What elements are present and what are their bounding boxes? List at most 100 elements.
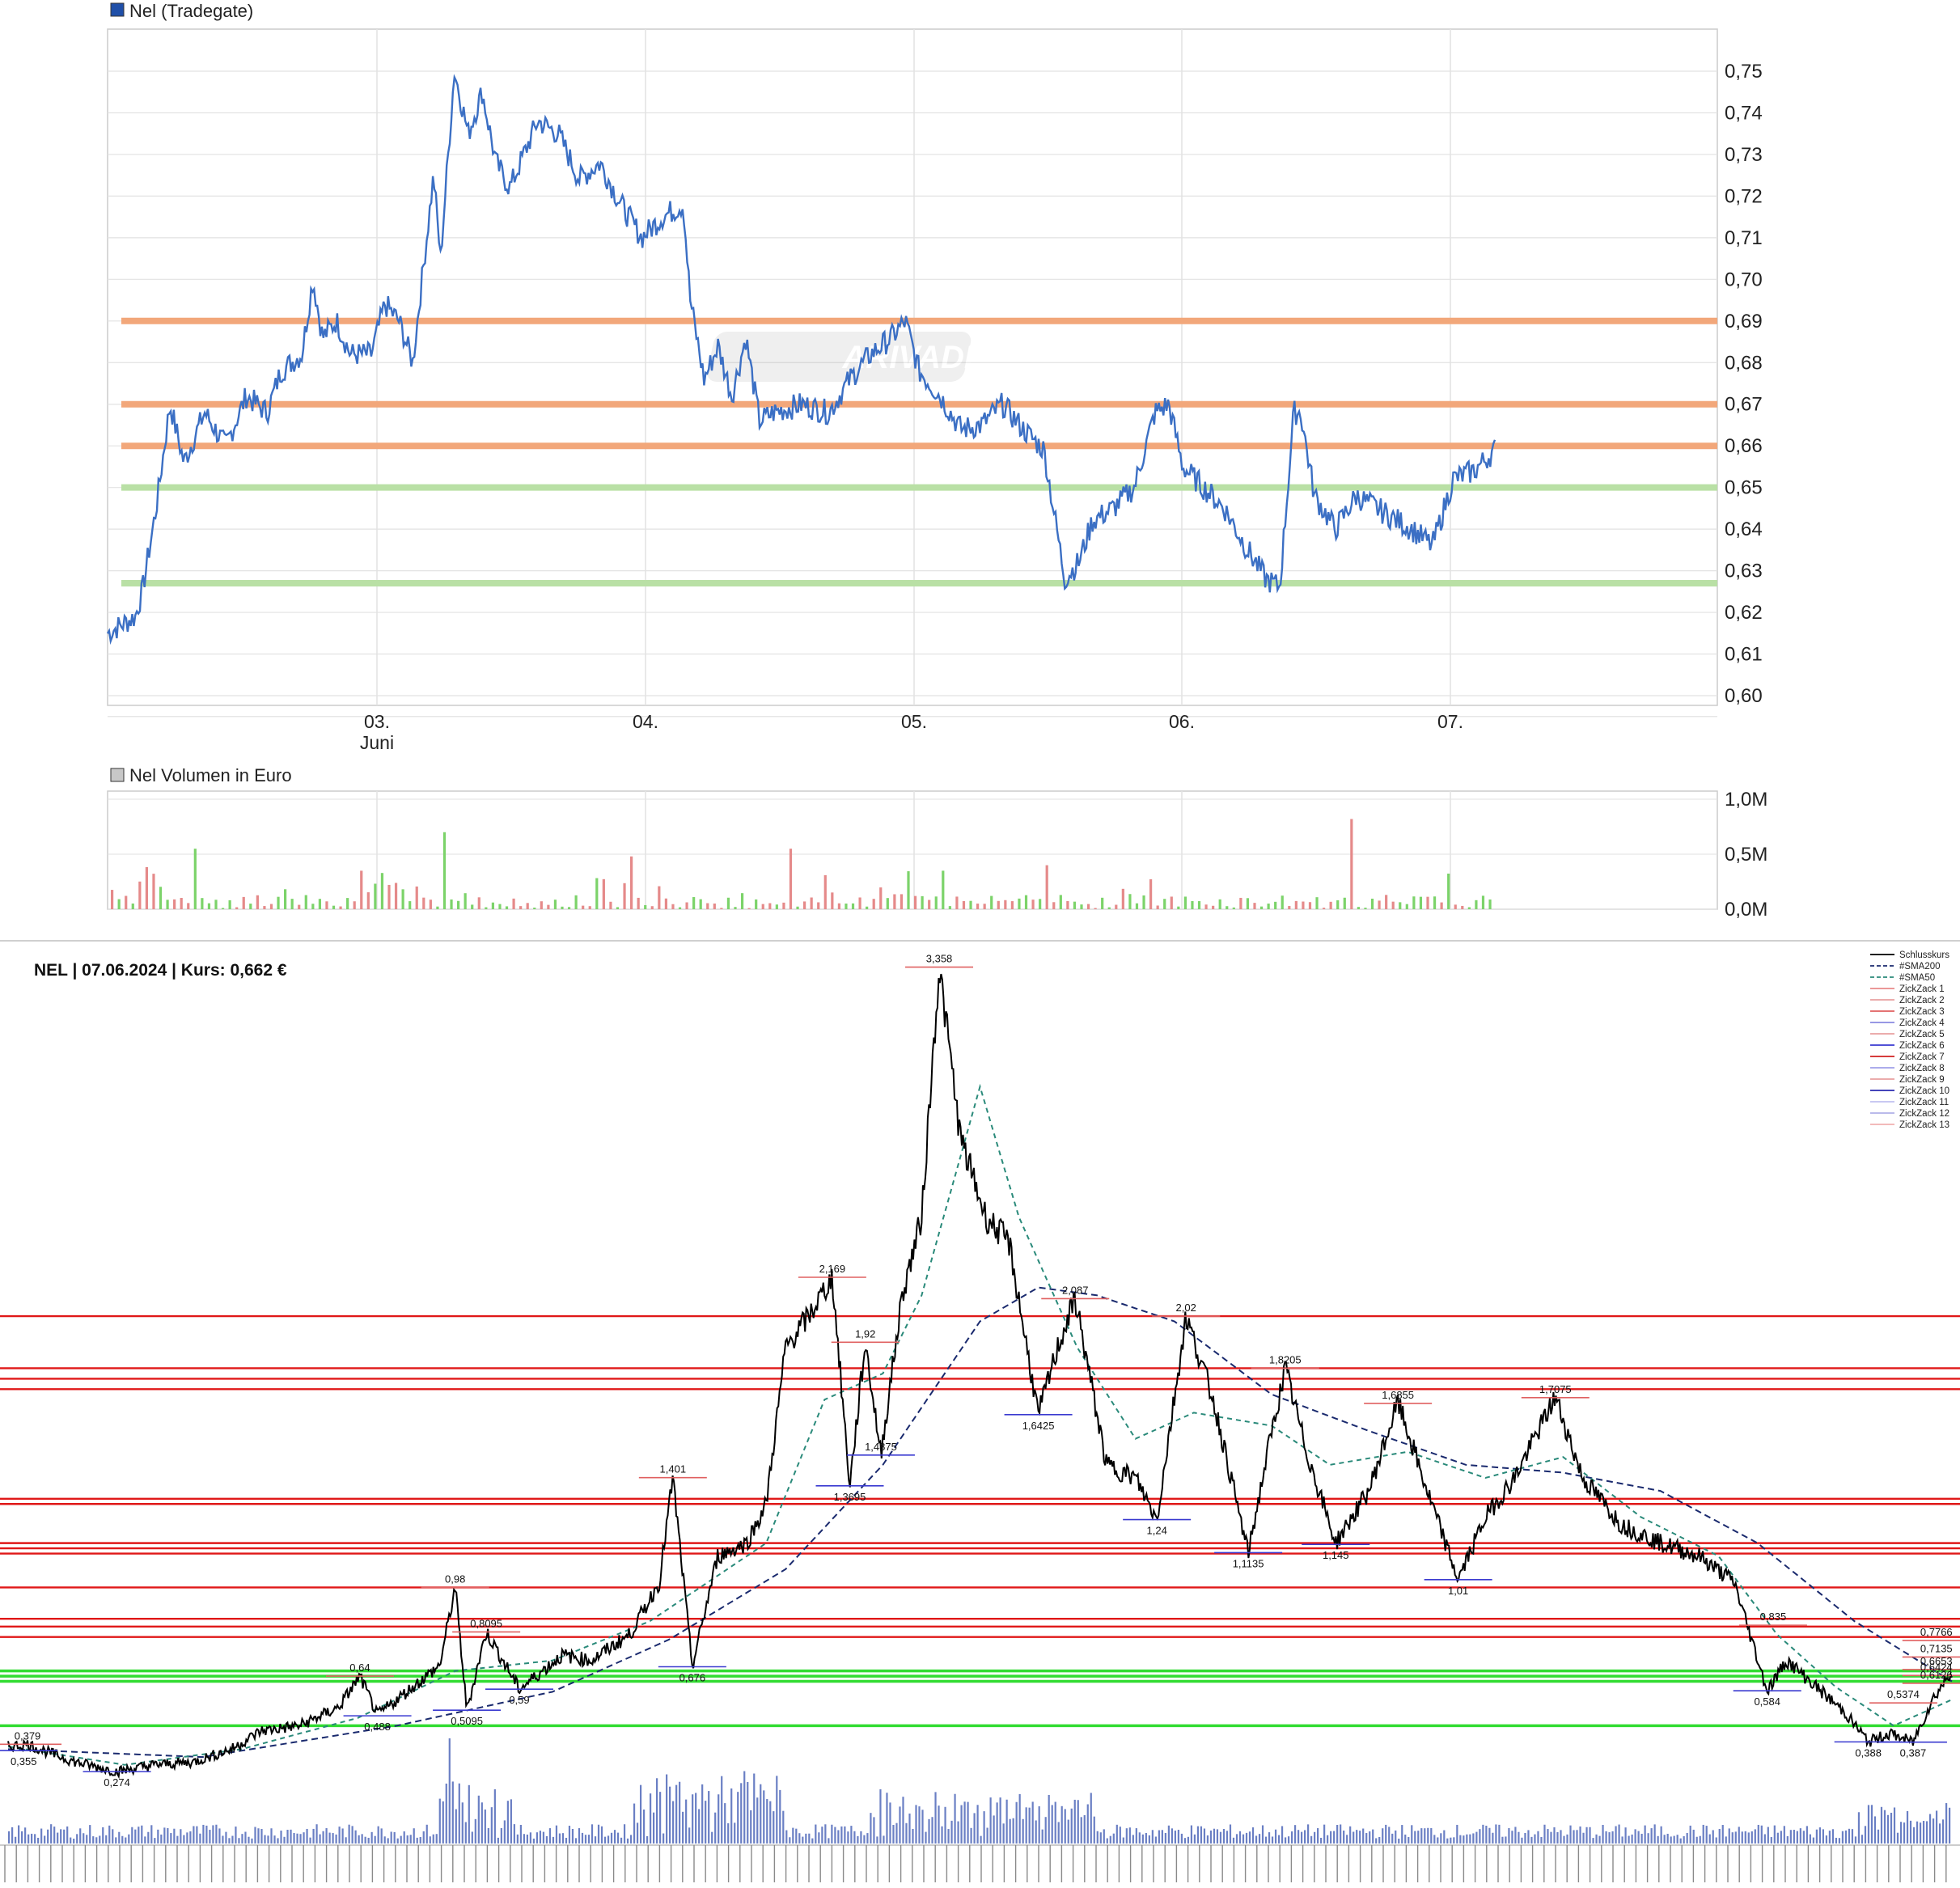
volume-bar xyxy=(519,1824,522,1844)
volume-bar xyxy=(980,1835,982,1844)
volume-bar xyxy=(1602,1824,1604,1844)
volume-bar xyxy=(907,871,910,909)
volume-bar xyxy=(141,1825,143,1844)
volume-bar xyxy=(1938,1823,1941,1844)
volume-bar xyxy=(789,1837,791,1844)
volume-bar xyxy=(458,1783,460,1844)
volume-bar xyxy=(1209,1830,1213,1844)
volume-bar xyxy=(597,1824,600,1844)
volume-bar xyxy=(413,1828,415,1844)
volume-bar xyxy=(957,1821,959,1844)
volume-bar xyxy=(1378,1836,1381,1844)
price-y-tick: 0,73 xyxy=(1725,144,1763,166)
zigzag-label: 0,488 xyxy=(364,1721,391,1733)
volume-bar xyxy=(1073,901,1077,909)
volume-bar xyxy=(1527,1830,1530,1844)
price-y-tick: 0,64 xyxy=(1725,519,1763,540)
volume-bar xyxy=(921,895,924,909)
volume-bar xyxy=(1031,1801,1034,1844)
volume-bar xyxy=(1314,1831,1316,1844)
volume-bar xyxy=(335,1834,337,1844)
volume-bar xyxy=(374,1835,376,1844)
volume-bar xyxy=(1467,907,1471,909)
volume-bar xyxy=(1054,1801,1056,1844)
volume-bar xyxy=(1488,899,1492,909)
volume-bar xyxy=(1107,907,1111,909)
volume-bar xyxy=(1293,1825,1297,1844)
volume-bar xyxy=(360,870,363,909)
volume-bar xyxy=(602,878,605,909)
volume-bar xyxy=(485,907,488,909)
volume-bar xyxy=(108,1825,111,1844)
volume-bar xyxy=(235,907,239,909)
volume-bar xyxy=(960,1805,963,1844)
volume-bar xyxy=(1424,1828,1426,1844)
volume-bar xyxy=(913,895,917,909)
volume-bar xyxy=(1035,1820,1037,1844)
volume-bar xyxy=(724,1803,726,1844)
volume-bar xyxy=(193,849,197,909)
volume-bar xyxy=(24,1827,27,1844)
volume-bar xyxy=(157,1829,159,1844)
volume-bar xyxy=(1060,1805,1063,1844)
volume-bar xyxy=(1356,1830,1358,1844)
volume-bar xyxy=(1086,1804,1089,1844)
volume-bar xyxy=(173,1828,176,1844)
volume-bar xyxy=(1077,1800,1079,1844)
volume-bar xyxy=(99,1835,101,1844)
volume-bar xyxy=(1789,1830,1792,1844)
volume-bar xyxy=(277,1838,279,1844)
sma200-line xyxy=(7,1286,1953,1759)
volume-bar xyxy=(607,1835,610,1844)
volume-bar xyxy=(863,1835,866,1844)
volume-bar xyxy=(1479,1829,1481,1844)
volume-bar xyxy=(76,1834,78,1844)
volume-bar xyxy=(115,1837,117,1844)
volume-bar xyxy=(642,1810,646,1844)
volume-bar xyxy=(1738,1827,1740,1844)
volume-bar xyxy=(1935,1810,1938,1844)
volume-bar xyxy=(1611,1831,1614,1844)
volume-bar xyxy=(921,1810,924,1844)
volume-bar xyxy=(160,1834,163,1844)
volume-bar xyxy=(1343,1830,1345,1844)
longterm-chart-svg: NEL | 07.06.2024 | Kurs: 0,662 € 3,358 2,… xyxy=(0,950,1960,1882)
volume-bar xyxy=(1543,1824,1546,1844)
volume-bar xyxy=(154,1838,156,1844)
volume-bar xyxy=(309,1837,311,1844)
legend-label: ZickZack 10 xyxy=(1899,1086,1949,1096)
volume-bar xyxy=(1302,901,1305,909)
volume-bar xyxy=(1560,1830,1562,1844)
volume-bar xyxy=(1459,1835,1462,1844)
volume-bar xyxy=(782,1810,785,1844)
volume-bar xyxy=(66,1826,69,1844)
volume-bar xyxy=(986,1827,988,1844)
volume-bar xyxy=(269,904,273,909)
volume-bar xyxy=(180,898,183,909)
volume-bar xyxy=(798,1833,801,1844)
price-y-axis: 0,75 0,74 0,73 0,72 0,71 0,70 0,69 0,68 0,67 0,66… xyxy=(1725,61,1763,707)
volume-bar xyxy=(1495,1824,1497,1844)
volume-bar xyxy=(1204,904,1208,909)
volume-bar xyxy=(183,1835,185,1844)
volume-bar xyxy=(853,1831,856,1844)
volume-bar xyxy=(1426,896,1429,909)
volume-bar xyxy=(118,1831,121,1844)
volume-bar xyxy=(102,1827,104,1844)
volume-bar xyxy=(636,1822,639,1844)
volume-plot-frame xyxy=(107,790,1718,910)
volume-bar xyxy=(73,1838,75,1844)
volume-bar xyxy=(1417,1831,1420,1844)
volume-bar xyxy=(1925,1821,1928,1844)
volume-bar xyxy=(1364,908,1367,909)
volume-bar xyxy=(1440,1833,1442,1844)
longterm-date-axis xyxy=(0,1844,1960,1882)
volume-bar xyxy=(1183,896,1187,909)
price-x-tick: 04. xyxy=(633,711,658,732)
volume-bar xyxy=(1540,1836,1543,1844)
volume-bar xyxy=(740,893,744,909)
volume-bar xyxy=(1206,1835,1209,1844)
volume-bar xyxy=(358,1835,360,1844)
volume-bar xyxy=(1569,1825,1572,1844)
volume-bar xyxy=(1844,1830,1848,1844)
